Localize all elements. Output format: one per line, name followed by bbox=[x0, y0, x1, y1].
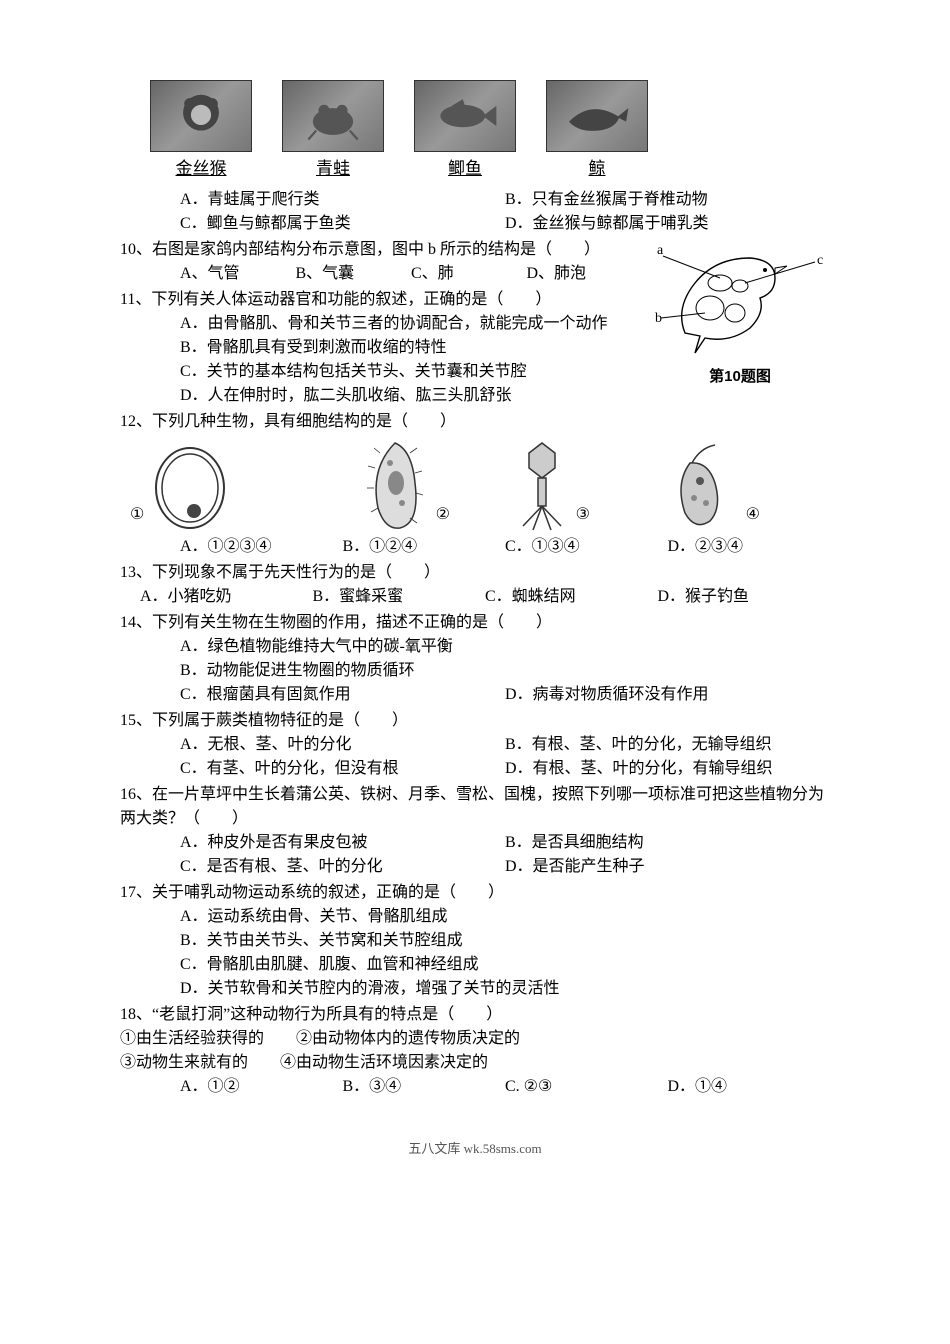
q10-caption: 第10题图 bbox=[650, 366, 830, 389]
q18-options: A．①② B．③④ C. ②③ D．①④ bbox=[120, 1075, 830, 1099]
animal-label: 青蛙 bbox=[282, 156, 384, 182]
animal-label: 金丝猴 bbox=[150, 156, 252, 182]
frog-icon bbox=[293, 88, 373, 144]
whale-image bbox=[546, 80, 648, 152]
animal-label: 鲸 bbox=[546, 156, 648, 182]
opt-d: D．①④ bbox=[668, 1075, 831, 1099]
label-c: c bbox=[817, 253, 823, 268]
q17-c: C．骨骼肌由肌腱、肌腹、血管和神经组成 bbox=[120, 953, 830, 977]
euglena-icon bbox=[660, 443, 740, 533]
opt-b: B．③④ bbox=[343, 1075, 506, 1099]
fish-icon bbox=[425, 88, 505, 144]
opt-b: B．只有金丝猴属于脊椎动物 bbox=[505, 188, 830, 212]
q15-stem: 15、下列属于蕨类植物特征的是（ ） bbox=[120, 709, 830, 733]
animal-whale: 鲸 bbox=[546, 80, 648, 182]
animal-monkey: 金丝猴 bbox=[150, 80, 252, 182]
q18-line2: ③动物生来就有的 ④由动物生活环境因素决定的 bbox=[120, 1051, 830, 1075]
q18-line1: ①由生活经验获得的 ②由动物体内的遗传物质决定的 bbox=[120, 1027, 830, 1051]
q14-d: D．病毒对物质循环没有作用 bbox=[505, 683, 830, 707]
q16-stem: 16、在一片草坪中生长着蒲公英、铁树、月季、雪松、国槐，按照下列哪一项标准可把这… bbox=[120, 783, 830, 831]
q17-d: D．关节软骨和关节腔内的滑液，增强了关节的灵活性 bbox=[120, 977, 830, 1001]
q17-stem: 17、关于哺乳动物运动系统的叙述，正确的是（ ） bbox=[120, 881, 830, 905]
frog-image bbox=[282, 80, 384, 152]
q-animals-options: A．青蛙属于爬行类 B．只有金丝猴属于脊椎动物 C．鲫鱼与鲸都属于鱼类 D．金丝… bbox=[120, 188, 830, 236]
q10-figure: a b c 第10题图 bbox=[650, 238, 830, 389]
label-b: b bbox=[655, 311, 662, 326]
opt-b: B．①②④ bbox=[343, 535, 506, 559]
opt-c: C、肺 bbox=[411, 262, 527, 286]
q14-stem: 14、下列有关生物在生物圈的作用，描述不正确的是（ ） bbox=[120, 611, 830, 635]
monkey-image bbox=[150, 80, 252, 152]
q18-stem: 18、“老鼠打洞”这种动物行为所具有的特点是（ ） bbox=[120, 1003, 830, 1027]
opt-d: D、肺泡 bbox=[527, 262, 643, 286]
q13-options: A．小猪吃奶 B．蜜蜂采蜜 C．蜘蛛结网 D．猴子钓鱼 bbox=[120, 585, 830, 609]
q12-stem: 12、下列几种生物，具有细胞结构的是（ ） bbox=[120, 410, 830, 434]
cell-4: ④ bbox=[590, 443, 760, 533]
cell-2: ② bbox=[290, 438, 450, 533]
opt-c: C．鲫鱼与鲸都属于鱼类 bbox=[180, 212, 505, 236]
animal-fish: 鲫鱼 bbox=[414, 80, 516, 182]
q16-ab: A．种皮外是否有果皮包被 B．是否具细胞结构 bbox=[120, 831, 830, 855]
num-1: ① bbox=[130, 503, 144, 533]
bacteriophage-icon bbox=[515, 438, 570, 533]
opt-b: B、气囊 bbox=[296, 262, 412, 286]
animal-image-row: 金丝猴 青蛙 鲫鱼 鲸 bbox=[120, 80, 830, 182]
opt-a: A．小猪吃奶 bbox=[140, 585, 313, 609]
q14-cd: C．根瘤菌具有固氮作用 D．病毒对物质循环没有作用 bbox=[120, 683, 830, 707]
bird-diagram-icon: a b c bbox=[655, 238, 825, 358]
q15-d: D．有根、茎、叶的分化，有输导组织 bbox=[505, 757, 830, 781]
animal-frog: 青蛙 bbox=[282, 80, 384, 182]
q16-a: A．种皮外是否有果皮包被 bbox=[180, 831, 505, 855]
q12-options: A．①②③④ B．①②④ C．①③④ D．②③④ bbox=[120, 535, 830, 559]
opt-c: C．①③④ bbox=[505, 535, 668, 559]
num-4: ④ bbox=[746, 503, 760, 533]
opt-a: A、气管 bbox=[180, 262, 296, 286]
fish-image bbox=[414, 80, 516, 152]
opt-a: A．青蛙属于爬行类 bbox=[180, 188, 505, 212]
opt-a: A．①② bbox=[180, 1075, 343, 1099]
q15-cd: C．有茎、叶的分化，但没有根 D．有根、茎、叶的分化，有输导组织 bbox=[120, 757, 830, 781]
q15-c: C．有茎、叶的分化，但没有根 bbox=[180, 757, 505, 781]
q14-a: A．绿色植物能维持大气中的碳-氧平衡 bbox=[120, 635, 830, 659]
q10-options: A、气管 B、气囊 C、肺 D、肺泡 bbox=[120, 262, 642, 286]
num-2: ② bbox=[436, 503, 450, 533]
opt-d: D．猴子钓鱼 bbox=[658, 585, 831, 609]
opt-d: D．金丝猴与鲸都属于哺乳类 bbox=[505, 212, 830, 236]
paramecium-icon bbox=[360, 438, 430, 533]
q15-ab: A．无根、茎、叶的分化 B．有根、茎、叶的分化，无输导组织 bbox=[120, 733, 830, 757]
opt-d: D．②③④ bbox=[668, 535, 831, 559]
monkey-icon bbox=[161, 88, 241, 144]
q17-b: B．关节由关节头、关节窝和关节腔组成 bbox=[120, 929, 830, 953]
q17-a: A．运动系统由骨、关节、骨骼肌组成 bbox=[120, 905, 830, 929]
cell-1: ① bbox=[130, 443, 290, 533]
q14-c: C．根瘤菌具有固氮作用 bbox=[180, 683, 505, 707]
opt-b: B．蜜蜂采蜜 bbox=[313, 585, 486, 609]
opt-c: C．蜘蛛结网 bbox=[485, 585, 658, 609]
opt-a: A．①②③④ bbox=[180, 535, 343, 559]
num-3: ③ bbox=[576, 503, 590, 533]
q13-stem: 13、下列现象不属于先天性行为的是（ ） bbox=[120, 561, 830, 585]
egg-cell-icon bbox=[150, 443, 230, 533]
q16-d: D．是否能产生种子 bbox=[505, 855, 830, 879]
cell-3: ③ bbox=[450, 438, 590, 533]
whale-icon bbox=[557, 88, 637, 144]
page-footer: 五八文库 wk.58sms.com bbox=[120, 1139, 830, 1159]
q14-b: B．动物能促进生物圈的物质循环 bbox=[120, 659, 830, 683]
q16-c: C．是否有根、茎、叶的分化 bbox=[180, 855, 505, 879]
opt-c: C. ②③ bbox=[505, 1075, 668, 1099]
animal-label: 鲫鱼 bbox=[414, 156, 516, 182]
q16-b: B．是否具细胞结构 bbox=[505, 831, 830, 855]
q15-b: B．有根、茎、叶的分化，无输导组织 bbox=[505, 733, 830, 757]
label-a: a bbox=[657, 243, 664, 258]
q16-cd: C．是否有根、茎、叶的分化 D．是否能产生种子 bbox=[120, 855, 830, 879]
q12-figures: ① ② ③ bbox=[120, 438, 830, 533]
q15-a: A．无根、茎、叶的分化 bbox=[180, 733, 505, 757]
